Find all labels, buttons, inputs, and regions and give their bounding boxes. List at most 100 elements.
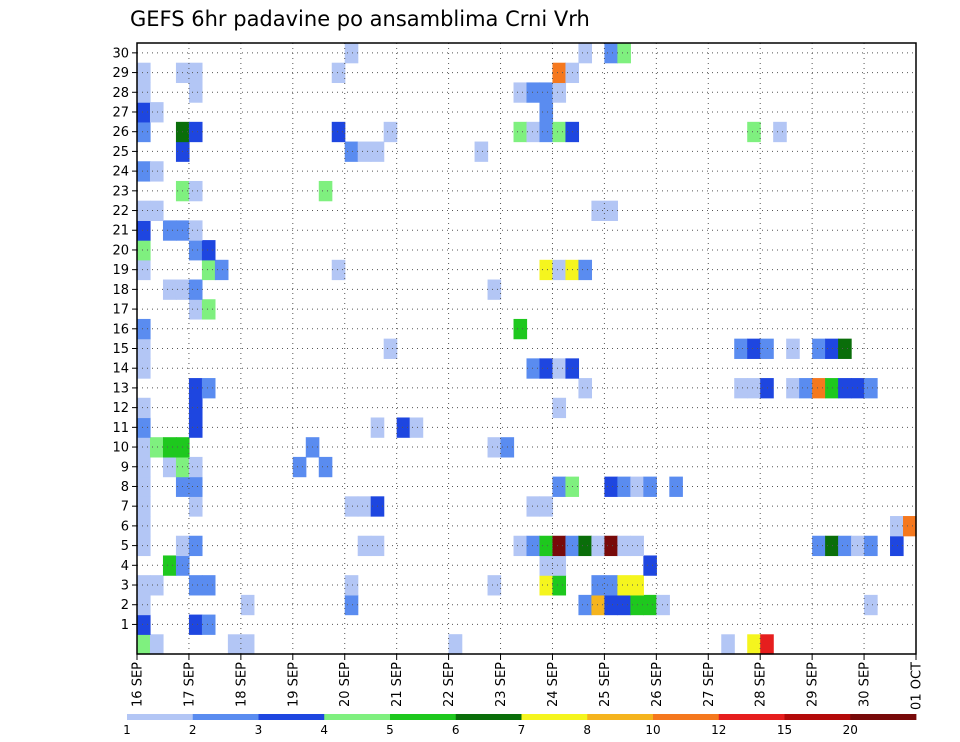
heatmap-cell xyxy=(539,121,554,143)
heatmap-cell xyxy=(773,121,787,143)
heatmap-cell xyxy=(747,338,761,359)
x-tick-label: 30 SEP xyxy=(858,662,873,707)
legend-label: 1 xyxy=(123,723,131,737)
heatmap-cell xyxy=(539,102,554,123)
color-legend: 1 2 3 4 5 6 7 8 10 12 15 20 xyxy=(123,714,917,737)
heatmap-cell xyxy=(214,259,229,281)
legend-swatch xyxy=(192,714,259,720)
y-tick-label: 25 xyxy=(112,145,129,160)
heatmap-cell xyxy=(188,614,203,635)
heatmap-cell xyxy=(331,62,346,84)
heatmap-cell xyxy=(903,516,917,537)
heatmap-cell xyxy=(344,594,359,616)
legend-label: 12 xyxy=(711,723,726,737)
heatmap-cell xyxy=(318,456,333,478)
heatmap-cell xyxy=(487,279,502,300)
legend-label: 4 xyxy=(320,723,328,737)
legend-label: 2 xyxy=(189,723,197,737)
heatmap-cell xyxy=(188,121,203,143)
heatmap-cell xyxy=(825,378,839,399)
legend-swatch xyxy=(258,714,325,720)
heatmap-cell xyxy=(552,62,567,84)
heatmap-cell xyxy=(734,338,748,359)
heatmap-cell xyxy=(526,82,541,103)
x-tick-label: 01 OCT xyxy=(910,662,925,710)
heatmap-cell xyxy=(137,161,151,182)
heatmap-cell xyxy=(227,634,242,655)
heatmap-cell xyxy=(137,121,151,143)
heatmap-cell xyxy=(318,180,333,202)
heatmap-cell xyxy=(552,358,567,379)
y-tick-label: 12 xyxy=(112,401,129,416)
heatmap-cell xyxy=(617,535,631,557)
heatmap-cell xyxy=(188,417,203,438)
heatmap-cell xyxy=(188,82,203,103)
heatmap-cell xyxy=(617,575,631,596)
chart-title: GEFS 6hr padavine po ansamblima Crni Vrh xyxy=(130,7,590,31)
heatmap-cell xyxy=(188,299,203,320)
y-tick-label: 21 xyxy=(112,224,129,239)
heatmap-cell xyxy=(591,200,605,221)
heatmap-cell xyxy=(591,535,605,557)
x-tick-label: 17 SEP xyxy=(182,662,197,707)
y-tick-label: 11 xyxy=(112,421,129,436)
heatmap-cell xyxy=(838,535,852,557)
heatmap-cell xyxy=(578,378,593,399)
heatmap-cell xyxy=(552,82,567,103)
heatmap-cell xyxy=(552,575,567,596)
y-tick-label: 19 xyxy=(112,263,129,278)
y-tick-label: 30 xyxy=(112,46,129,61)
heatmap-cell xyxy=(201,575,216,596)
heatmap-cell xyxy=(188,397,203,419)
heatmap-cell xyxy=(838,338,852,359)
heatmap-cell xyxy=(539,358,554,379)
heatmap-cell xyxy=(617,476,631,497)
heatmap-cell xyxy=(526,358,541,379)
heatmap-cell xyxy=(760,634,774,655)
heatmap-cell xyxy=(643,476,657,497)
heatmap-cell xyxy=(539,82,554,103)
heatmap-cell xyxy=(357,535,372,557)
y-tick-label: 8 xyxy=(121,480,129,495)
heatmap-cell xyxy=(137,358,151,379)
heatmap-cell xyxy=(331,259,346,281)
legend-swatch xyxy=(653,714,720,720)
x-tick-label: 27 SEP xyxy=(702,662,717,707)
heatmap-cell xyxy=(137,614,151,635)
heatmap-cell xyxy=(137,200,151,221)
heatmap-cell xyxy=(578,535,593,557)
legend-label: 6 xyxy=(452,723,460,737)
x-tick-label: 29 SEP xyxy=(806,662,821,707)
heatmap-cell xyxy=(188,62,203,84)
heatmap-cell xyxy=(825,535,839,557)
y-tick-label: 26 xyxy=(112,125,129,140)
heatmap-cell xyxy=(448,634,463,655)
heatmap-cell xyxy=(552,476,567,497)
heatmap-cell xyxy=(162,279,177,300)
heatmap-cell xyxy=(760,338,774,359)
heatmap-cell xyxy=(734,378,748,399)
legend-swatch xyxy=(850,714,917,720)
heatmap-cell xyxy=(383,338,398,359)
legend-label: 8 xyxy=(583,723,591,737)
heatmap-cell xyxy=(188,535,203,557)
heatmap-cell xyxy=(344,496,359,517)
heatmap-cell xyxy=(864,594,878,616)
heatmap-cell xyxy=(188,378,203,399)
heatmap-cell xyxy=(149,575,164,596)
heatmap-cell xyxy=(201,614,216,635)
heatmap-cell xyxy=(137,456,151,478)
y-tick-label: 6 xyxy=(121,519,129,534)
heatmap-cells xyxy=(137,43,917,655)
heatmap-cell xyxy=(604,535,618,557)
heatmap-cell xyxy=(864,378,878,399)
heatmap-cell xyxy=(137,476,151,497)
y-tick-label: 15 xyxy=(112,342,129,357)
y-tick-label: 17 xyxy=(112,303,129,318)
heatmap-cell xyxy=(552,121,567,143)
heatmap-cell xyxy=(396,417,411,438)
heatmap-cell xyxy=(162,555,177,576)
heatmap-cell xyxy=(721,634,735,655)
x-axis-ticks: 16 SEP 17 SEP 18 SEP 19 SEP 20 SEP 21 SEP 22 S… xyxy=(131,654,925,710)
heatmap-cell xyxy=(292,456,307,478)
